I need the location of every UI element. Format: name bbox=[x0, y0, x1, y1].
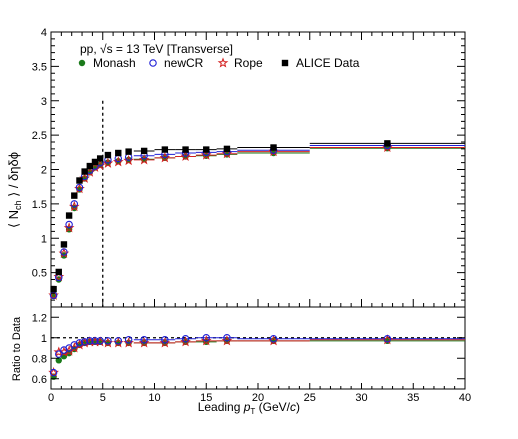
data-point bbox=[223, 145, 231, 153]
main-panel: 0.5 1 1.5 2 2.5 3 3.5 4 ⟨ Nch ⟩ / δηδϕ pp, √s =… bbox=[6, 27, 466, 308]
ratio-y-tick-label: 1 bbox=[41, 333, 47, 345]
x-tick-label: 15 bbox=[200, 392, 212, 404]
data-point bbox=[50, 285, 57, 293]
data-point bbox=[65, 212, 73, 219]
legend-data-label: ALICE Data bbox=[296, 56, 360, 70]
legend-monash-marker bbox=[78, 59, 86, 67]
y-tick-label: 0.5 bbox=[32, 268, 47, 280]
ratio-y-axis-label: Ratio to Data bbox=[11, 316, 23, 381]
data-point bbox=[55, 268, 62, 276]
newcr-ratio-point bbox=[80, 338, 89, 346]
x-tick-label: 10 bbox=[148, 392, 160, 404]
annotation-text: pp, √s = 13 TeV [Transverse] bbox=[80, 42, 233, 56]
main-marks bbox=[48, 100, 465, 307]
x-tick-label: 0 bbox=[48, 392, 54, 404]
newcr-ratio-point bbox=[124, 336, 133, 344]
y-tick-label: 2 bbox=[41, 165, 47, 177]
newcr-ratio-point bbox=[181, 335, 190, 343]
data-point bbox=[91, 158, 99, 166]
ratio-plot-frame bbox=[50, 306, 466, 390]
newcr-ratio-point bbox=[269, 335, 278, 343]
newcr-ratio-point bbox=[75, 339, 84, 347]
newcr-ratio-point bbox=[161, 336, 169, 344]
data-point bbox=[115, 149, 122, 157]
data-point bbox=[140, 147, 148, 155]
legend-monash-label: Monash bbox=[93, 56, 136, 70]
newcr-ratio-point bbox=[104, 337, 112, 345]
newcr-ratio-point bbox=[49, 368, 58, 377]
y-tick-label: 4 bbox=[41, 27, 47, 39]
y-tick-label: 2.5 bbox=[32, 130, 47, 142]
newcr-ratio-point bbox=[91, 337, 99, 345]
data-point bbox=[161, 146, 169, 153]
data-point bbox=[182, 146, 189, 153]
ratio-y-axis: 0.6 0.8 1 1.2 bbox=[32, 312, 465, 386]
newcr-ratio-point bbox=[86, 337, 94, 345]
ratio-marks bbox=[48, 333, 465, 380]
x-tick-label: 5 bbox=[100, 392, 106, 404]
legend-data-marker bbox=[281, 59, 289, 67]
x-axis-label: Leading pT (GeV/c) bbox=[198, 400, 300, 416]
legend: Monash newCR Rope ALICE Data bbox=[78, 56, 360, 70]
x-tick-label: 20 bbox=[252, 392, 264, 404]
data-point bbox=[60, 241, 68, 248]
newcr-point bbox=[75, 183, 84, 192]
legend-rope-label: Rope bbox=[234, 56, 263, 70]
data-point bbox=[384, 140, 391, 147]
data-point bbox=[125, 148, 132, 155]
main-plot-frame bbox=[50, 31, 466, 308]
ratio-y-tick-label: 1.2 bbox=[32, 312, 47, 324]
x-tick-label: 35 bbox=[407, 392, 419, 404]
newcr-ratio-point bbox=[202, 333, 211, 342]
y-tick-label: 1 bbox=[41, 233, 47, 245]
main-x-ticks bbox=[50, 32, 466, 307]
x-tick-label: 40 bbox=[459, 392, 471, 404]
legend-rope-marker bbox=[217, 57, 229, 68]
x-tick-label: 30 bbox=[355, 392, 367, 404]
newcr-ratio-point bbox=[55, 350, 63, 358]
ratio-y-tick-label: 0.8 bbox=[32, 353, 47, 365]
data-point bbox=[203, 146, 210, 153]
legend-newcr-marker bbox=[149, 59, 157, 67]
data-point bbox=[76, 177, 83, 184]
newcr-point bbox=[70, 200, 79, 208]
legend-newcr-label: newCR bbox=[164, 56, 204, 70]
newcr-point bbox=[60, 248, 68, 256]
newcr-ratio-point bbox=[114, 337, 123, 345]
y-tick-label: 3 bbox=[41, 96, 47, 108]
main-y-axis: 0.5 1 1.5 2 2.5 3 3.5 4 bbox=[32, 27, 465, 301]
data-point bbox=[71, 192, 78, 199]
y-tick-label: 1.5 bbox=[32, 199, 47, 211]
newcr-ratio-point bbox=[383, 335, 392, 343]
data-point bbox=[104, 151, 112, 159]
y-tick-label: 3.5 bbox=[32, 61, 47, 73]
newcr-ratio-point bbox=[140, 336, 148, 344]
ratio-panel: 0.6 0.8 1 1.2 0 5 10 15 20 25 30 35 40 Ratio to Dat… bbox=[11, 306, 471, 416]
data-point bbox=[86, 162, 94, 170]
ratio-y-tick-label: 0.6 bbox=[32, 374, 47, 386]
data-point bbox=[96, 155, 104, 162]
x-axis: 0 5 10 15 20 25 30 35 40 bbox=[48, 383, 471, 404]
rope-point bbox=[138, 154, 150, 165]
newcr-ratio-point bbox=[223, 333, 231, 342]
newcr-point bbox=[65, 220, 73, 229]
data-point bbox=[81, 168, 88, 175]
x-tick-label: 25 bbox=[304, 392, 316, 404]
data-point bbox=[270, 144, 277, 151]
main-y-axis-label: ⟨ Nch ⟩ / δηδϕ bbox=[6, 152, 23, 228]
newcr-ratio-point bbox=[96, 337, 104, 345]
